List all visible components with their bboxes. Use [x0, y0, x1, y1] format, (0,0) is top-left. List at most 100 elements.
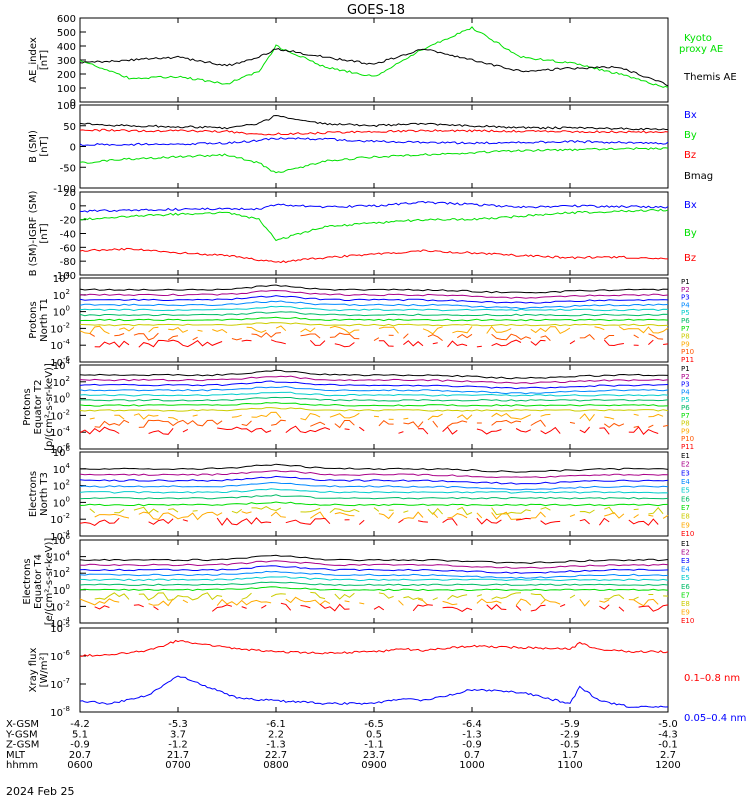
- legend-entry: By: [684, 130, 697, 141]
- channel-line: [79, 494, 669, 500]
- y-tick-label: 10-5: [50, 621, 70, 635]
- series-line: [79, 128, 669, 136]
- channel-line: [79, 470, 669, 479]
- channel-line: [79, 576, 669, 582]
- panel-frame: [79, 104, 669, 189]
- y-tick-label: -20: [60, 216, 76, 227]
- y-tick-label: 100: [53, 495, 70, 509]
- channel-line: [300, 333, 321, 339]
- channel-line: [79, 475, 669, 485]
- channel-line: [476, 512, 483, 519]
- channel-line: [79, 581, 669, 587]
- channel-line: [79, 322, 669, 327]
- y-tick-label: 102: [53, 566, 70, 580]
- channel-line: [648, 514, 654, 517]
- channel-line: [80, 396, 669, 402]
- y-axis-label: [p/(cm²-s-sr-keV)]: [44, 363, 55, 451]
- legend-entry: Bx: [684, 200, 697, 211]
- y-axis-label: Protons: [22, 388, 33, 425]
- channel-label: P11: [681, 356, 694, 364]
- y-tick-label: 10-8: [50, 705, 70, 719]
- ephemeris-value: -1.1: [364, 740, 384, 751]
- channel-line: [344, 600, 350, 603]
- channel-line: [491, 592, 522, 600]
- channel-line: [540, 413, 551, 417]
- channel-line: [530, 326, 571, 335]
- channel-label: P5: [681, 309, 690, 317]
- channel-label: P8: [681, 420, 690, 428]
- channel-line: [79, 570, 669, 579]
- channel-label: E3: [681, 469, 690, 477]
- legend-entry: Kyoto: [684, 33, 712, 44]
- channel-line: [515, 598, 532, 606]
- channel-line: [216, 598, 272, 606]
- channel-line: [412, 604, 433, 612]
- ephemeris-value: 1000: [459, 760, 484, 771]
- channel-label: E4: [681, 566, 690, 574]
- channel-line: [633, 334, 639, 339]
- channel-line: [79, 316, 669, 322]
- y-tick-label: -50: [60, 163, 76, 174]
- channel-line: [638, 604, 669, 612]
- channel-label: E1: [681, 540, 690, 548]
- ephemeris-value: 0.7: [464, 750, 480, 761]
- channel-line: [133, 413, 159, 420]
- panel-frame: [79, 364, 669, 450]
- ephemeris-label: hhmm: [6, 760, 38, 771]
- channel-line: [457, 333, 473, 339]
- channel-line: [476, 598, 502, 604]
- legend-entry: Bx: [684, 110, 697, 121]
- channel-line: [432, 597, 438, 601]
- ephemeris-label: MLT: [6, 750, 26, 761]
- channel-line: [540, 520, 561, 525]
- channel-line: [662, 424, 669, 427]
- channel-label: P10: [681, 435, 694, 443]
- channel-line: [447, 420, 468, 428]
- y-axis-label: Electrons: [28, 471, 39, 517]
- channel-line: [378, 592, 394, 599]
- y-tick-label: 104: [53, 271, 71, 285]
- channel-line: [241, 592, 252, 600]
- channel-line: [94, 592, 130, 600]
- channel-line: [457, 506, 473, 516]
- y-axis-label: [e/(cm²-s-sr-keV)]: [44, 538, 55, 626]
- channel-line: [241, 511, 252, 514]
- channel-line: [373, 605, 385, 611]
- channel-label: P6: [681, 317, 690, 325]
- channel-line: [579, 426, 590, 434]
- channel-line: [476, 345, 482, 348]
- panel-xray: 10-5 10-6 10-7 10-8 Xray flux [W/m²] 0.1–0.8 n…: [28, 621, 746, 724]
- ephemeris-value: -1.3: [462, 729, 482, 740]
- channel-line: [168, 417, 179, 421]
- y-tick-label: 104: [53, 462, 71, 476]
- channel-line: [427, 507, 443, 516]
- channel-line: [530, 419, 546, 427]
- channel-line: [560, 604, 566, 608]
- channel-line: [79, 517, 120, 526]
- channel-line: [114, 509, 125, 514]
- channel-line: [271, 419, 286, 426]
- y-axis-label: Equator T2: [33, 380, 44, 435]
- channel-line: [231, 338, 242, 341]
- channel-line: [491, 339, 522, 347]
- channel-line: [192, 336, 198, 341]
- channel-label: E8: [681, 600, 690, 608]
- channel-label: P3: [681, 294, 690, 302]
- channel-line: [79, 325, 110, 335]
- channel-line: [516, 517, 531, 521]
- y-tick-label: 100: [57, 84, 76, 95]
- y-tick-label: 102: [53, 288, 70, 302]
- y-tick-label: 10-7: [50, 677, 70, 691]
- channel-line: [648, 424, 654, 428]
- channel-line: [285, 596, 331, 606]
- channel-line: [79, 305, 669, 312]
- y-tick-label: 10-2: [50, 512, 70, 526]
- channel-line: [403, 421, 424, 429]
- channel-line: [491, 333, 531, 341]
- channel-line: [231, 508, 242, 514]
- series-line: [80, 208, 669, 242]
- channel-line: [344, 428, 350, 430]
